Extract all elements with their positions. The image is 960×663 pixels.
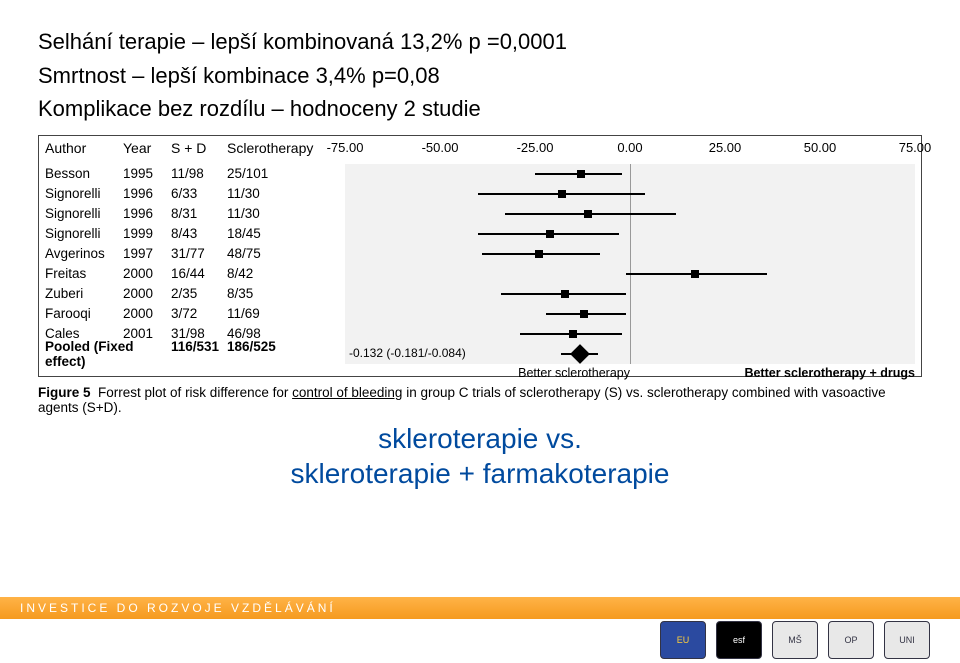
axis-tick: -25.00 (517, 140, 554, 155)
axis-ticks: -75.00-50.00-25.000.0025.0050.0075.00 (345, 140, 915, 158)
footer-logo-icon: OP (828, 621, 874, 659)
footer-logo-icon: UNI (884, 621, 930, 659)
forest-plot: Author Year S + D Sclerotherapy -75.00-5… (38, 135, 922, 377)
col-sd: S + D (171, 140, 227, 158)
axis-tick: 50.00 (804, 140, 837, 155)
forest-rows: Besson199511/9825/101Signorelli19966/331… (45, 164, 915, 364)
footer-logo-icon: esf (716, 621, 762, 659)
axis-tick: -50.00 (422, 140, 459, 155)
forest-row: Freitas200016/448/42 (45, 264, 915, 284)
forest-row: Farooqi20003/7211/69 (45, 304, 915, 324)
comparison-line-1: skleroterapie vs. (38, 421, 922, 456)
axis-label-right: Better sclerotherapy + drugs (744, 366, 915, 380)
forest-row: Zuberi20002/358/35 (45, 284, 915, 304)
footer-text: INVESTICE DO ROZVOJE VZDĚLÁVÁNÍ (20, 601, 336, 615)
forest-row: Signorelli19966/3311/30 (45, 184, 915, 204)
comparison-line-2: skleroterapie + farmakoterapie (38, 456, 922, 491)
footer-logo-icon: MŠ (772, 621, 818, 659)
footer-logo-icon: EU (660, 621, 706, 659)
forest-header: Author Year S + D Sclerotherapy -75.00-5… (45, 140, 915, 158)
forest-row: Signorelli19998/4318/45 (45, 224, 915, 244)
col-author: Author (45, 140, 123, 158)
axis-label-left: Better sclerotherapy (518, 366, 630, 380)
axis-tick: 0.00 (617, 140, 642, 155)
forest-row: Signorelli19968/3111/30 (45, 204, 915, 224)
summary-line-1: Selhání terapie – lepší kombinovaná 13,2… (38, 28, 922, 56)
forest-pooled-row: Pooled (Fixed effect)116/531186/525-0.13… (45, 344, 915, 364)
forest-row: Avgerinos199731/7748/75 (45, 244, 915, 264)
axis-tick: -75.00 (327, 140, 364, 155)
summary-line-2: Smrtnost – lepší kombinace 3,4% p=0,08 (38, 62, 922, 90)
footer-bar: INVESTICE DO ROZVOJE VZDĚLÁVÁNÍ (0, 597, 960, 619)
footer-logos: EU esf MŠ OP UNI (660, 621, 930, 659)
comparison-title: skleroterapie vs. skleroterapie + farmak… (38, 421, 922, 491)
figure-caption: Figure 5 Forrest plot of risk difference… (38, 385, 922, 415)
axis-tick: 25.00 (709, 140, 742, 155)
col-year: Year (123, 140, 171, 158)
forest-row: Besson199511/9825/101 (45, 164, 915, 184)
axis-tick: 75.00 (899, 140, 932, 155)
summary-line-3: Komplikace bez rozdílu – hodnoceny 2 stu… (38, 95, 922, 123)
summary-text: Selhání terapie – lepší kombinovaná 13,2… (38, 28, 922, 123)
figure-number: Figure 5 (38, 385, 91, 400)
